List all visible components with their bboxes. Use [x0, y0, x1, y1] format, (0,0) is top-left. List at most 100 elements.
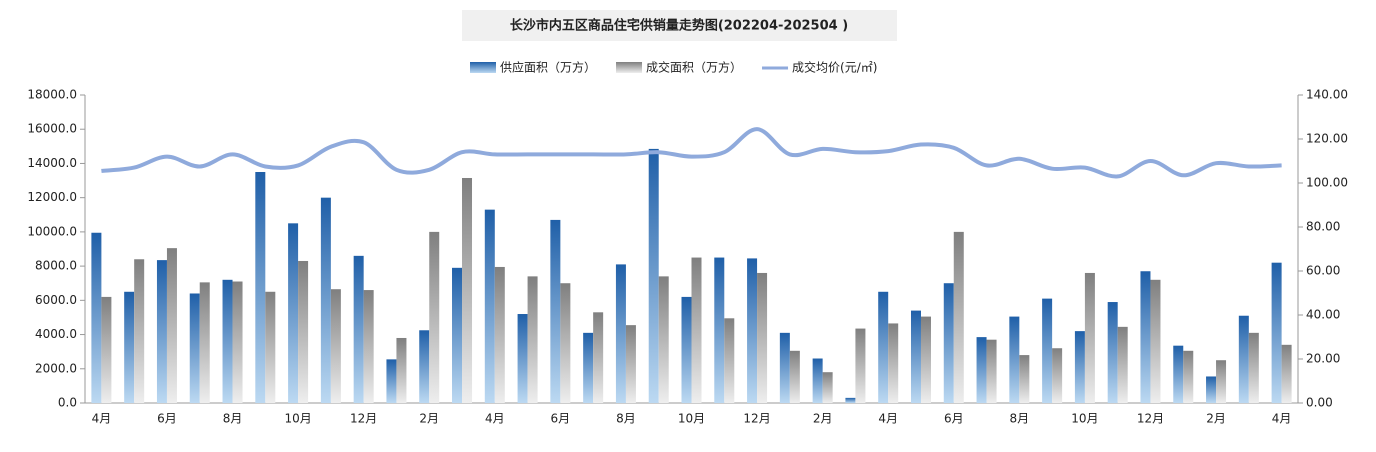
x-tick-label: 6月: [551, 412, 571, 426]
bar: [625, 325, 636, 403]
bar: [1238, 315, 1249, 403]
y2-tick-label: 40.00: [1306, 308, 1340, 322]
bar: [1009, 316, 1020, 403]
bar: [298, 260, 309, 403]
bar: [855, 328, 866, 403]
y-tick-label: 12000.0: [27, 190, 77, 204]
bar: [1074, 331, 1085, 403]
bar: [550, 219, 561, 403]
bar: [134, 259, 145, 403]
bar: [1140, 271, 1151, 403]
bar: [757, 272, 768, 403]
bar: [1084, 272, 1095, 403]
bar: [452, 267, 463, 403]
y2-tick-label: 140.00: [1306, 88, 1348, 102]
x-tick-label: 12月: [743, 412, 770, 426]
y-tick-label: 14000.0: [27, 156, 77, 170]
bar: [396, 337, 407, 403]
bar: [1019, 355, 1030, 403]
bar: [976, 337, 987, 403]
y-tick-label: 8000.0: [35, 259, 77, 273]
x-tick-label: 10月: [1071, 412, 1098, 426]
y-tick-label: 16000.0: [27, 122, 77, 136]
bar: [363, 290, 374, 403]
y-tick-label: 10000.0: [27, 224, 77, 238]
bar: [222, 279, 233, 403]
bar: [1248, 332, 1259, 403]
y2-tick-label: 60.00: [1306, 264, 1340, 278]
bar: [779, 332, 790, 403]
bar: [910, 310, 921, 403]
x-tick-label: 10月: [284, 412, 311, 426]
bar: [812, 358, 823, 403]
x-tick-label: 10月: [678, 412, 705, 426]
bar: [1281, 344, 1292, 403]
x-tick-label: 2月: [1206, 412, 1226, 426]
bar: [101, 296, 112, 403]
bar: [288, 223, 299, 403]
bar: [648, 148, 659, 403]
x-tick-label: 12月: [1137, 412, 1164, 426]
legend-swatch: [470, 62, 496, 73]
x-tick-label: 8月: [223, 412, 243, 426]
x-tick-label: 4月: [485, 412, 505, 426]
bar: [888, 323, 899, 403]
bar: [878, 291, 889, 403]
bar: [494, 266, 505, 403]
x-tick-label: 8月: [616, 412, 636, 426]
bar: [527, 276, 538, 403]
bar: [822, 372, 833, 403]
y2-tick-label: 0.00: [1306, 396, 1333, 410]
bar: [658, 276, 669, 403]
bar: [747, 258, 758, 403]
x-tick-label: 12月: [350, 412, 377, 426]
bar: [1183, 350, 1194, 403]
bar: [232, 281, 243, 403]
price-line: [101, 127, 1282, 179]
y-tick-label: 4000.0: [35, 327, 77, 341]
bar: [255, 172, 266, 403]
legend-label: 成交面积（万方）: [646, 60, 742, 75]
bar: [517, 314, 528, 403]
bar: [691, 257, 702, 403]
y-tick-label: 18000.0: [27, 88, 77, 102]
bar: [1216, 360, 1227, 403]
bar: [419, 330, 430, 403]
y-tick-label: 6000.0: [35, 293, 77, 307]
title-box: [462, 10, 897, 41]
bar: [681, 296, 692, 403]
bar: [560, 283, 571, 403]
x-tick-label: 6月: [157, 412, 177, 426]
y2-tick-label: 20.00: [1306, 352, 1340, 366]
y2-tick-label: 120.00: [1306, 132, 1348, 146]
y-tick-label: 2000.0: [35, 361, 77, 375]
bar: [265, 291, 276, 403]
legend-swatch: [616, 62, 643, 73]
bar: [320, 197, 331, 403]
bar: [1173, 345, 1184, 403]
legend-label: 供应面积（万方）: [500, 60, 596, 75]
y2-tick-label: 80.00: [1306, 220, 1340, 234]
bar: [943, 283, 954, 403]
bar: [724, 318, 735, 403]
bar: [156, 260, 167, 403]
x-tick-label: 2月: [813, 412, 833, 426]
bar: [386, 359, 397, 403]
y-tick-label: 0.0: [58, 396, 77, 410]
bar: [1150, 279, 1161, 403]
bar: [429, 231, 440, 403]
chart-title: 长沙市内五区商品住宅供销量走势图(202204-202504 ): [510, 18, 848, 34]
bar: [1117, 326, 1128, 403]
bar: [353, 255, 364, 403]
bar: [166, 248, 177, 403]
bar: [1271, 262, 1282, 403]
x-tick-label: 6月: [944, 412, 964, 426]
bar: [845, 397, 856, 403]
bar: [714, 257, 725, 403]
bar: [199, 282, 210, 403]
bar: [920, 316, 931, 403]
bar: [986, 339, 997, 403]
legend-label: 成交均价(元/㎡): [792, 60, 877, 75]
